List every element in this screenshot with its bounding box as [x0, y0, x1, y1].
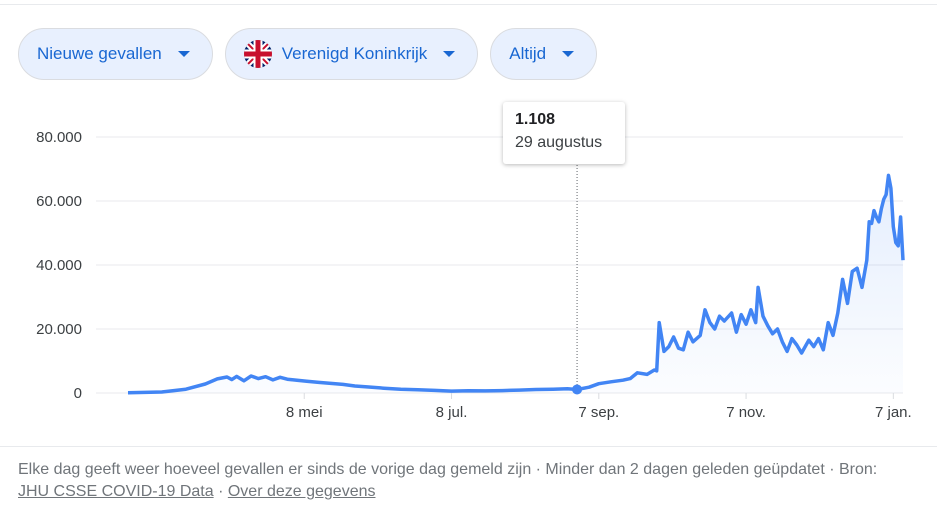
x-tick-label: 8 jul. [436, 404, 468, 421]
y-tick-label: 60.000 [36, 193, 82, 210]
chevron-down-icon [177, 51, 190, 57]
chevron-down-icon [562, 51, 575, 57]
about-data-link[interactable]: Over deze gegevens [227, 483, 376, 500]
time-range-dropdown-label: Altijd [509, 44, 547, 63]
x-tick-label: 7 jan. [875, 404, 912, 421]
source-prefix: Bron: [839, 461, 878, 478]
tooltip-value: 1.108 [515, 111, 556, 128]
region-dropdown-label: Verenigd Koninkrijk [281, 44, 428, 63]
uk-flag-icon [243, 40, 272, 68]
highlight-point [572, 384, 583, 395]
x-tick-label: 8 mei [286, 404, 323, 421]
chevron-down-icon [443, 51, 456, 57]
cases-line [127, 173, 905, 395]
x-axis: 8 mei 8 jul. 7 sep. 7 nov. 7 jan. [286, 393, 912, 421]
metric-dropdown[interactable]: Nieuwe gevallen [18, 28, 213, 80]
hover-tooltip: 1.108 29 augustus [503, 102, 625, 164]
y-tick-label: 0 [74, 385, 82, 402]
x-tick-label: 7 nov. [726, 404, 766, 421]
x-tick-label: 7 sep. [578, 404, 619, 421]
filter-bar: Nieuwe gevallen Verenigd Koninkrijk Alti… [18, 28, 598, 80]
metric-dropdown-label: Nieuwe gevallen [37, 44, 162, 63]
source-link[interactable]: JHU CSSE COVID-19 Data [18, 483, 214, 500]
time-range-dropdown[interactable]: Altijd [490, 28, 598, 80]
y-tick-label: 80.000 [36, 129, 82, 146]
y-tick-label: 20.000 [36, 321, 82, 338]
y-tick-label: 40.000 [36, 257, 82, 274]
top-divider [0, 4, 937, 5]
cases-chart[interactable]: 0 20.000 40.000 60.000 80.000 8 mei 8 jul. 7 s… [0, 95, 937, 435]
y-axis: 0 20.000 40.000 60.000 80.000 [36, 129, 82, 402]
chart-footer: Elke dag geeft weer hoeveel gevallen er … [18, 459, 898, 503]
cases-area [128, 175, 903, 393]
footer-description: Elke dag geeft weer hoeveel gevallen er … [18, 461, 835, 478]
footer-separator: · [218, 483, 224, 500]
tooltip-date: 29 augustus [515, 134, 603, 151]
region-dropdown[interactable]: Verenigd Koninkrijk [224, 28, 479, 80]
bottom-divider [0, 446, 937, 447]
